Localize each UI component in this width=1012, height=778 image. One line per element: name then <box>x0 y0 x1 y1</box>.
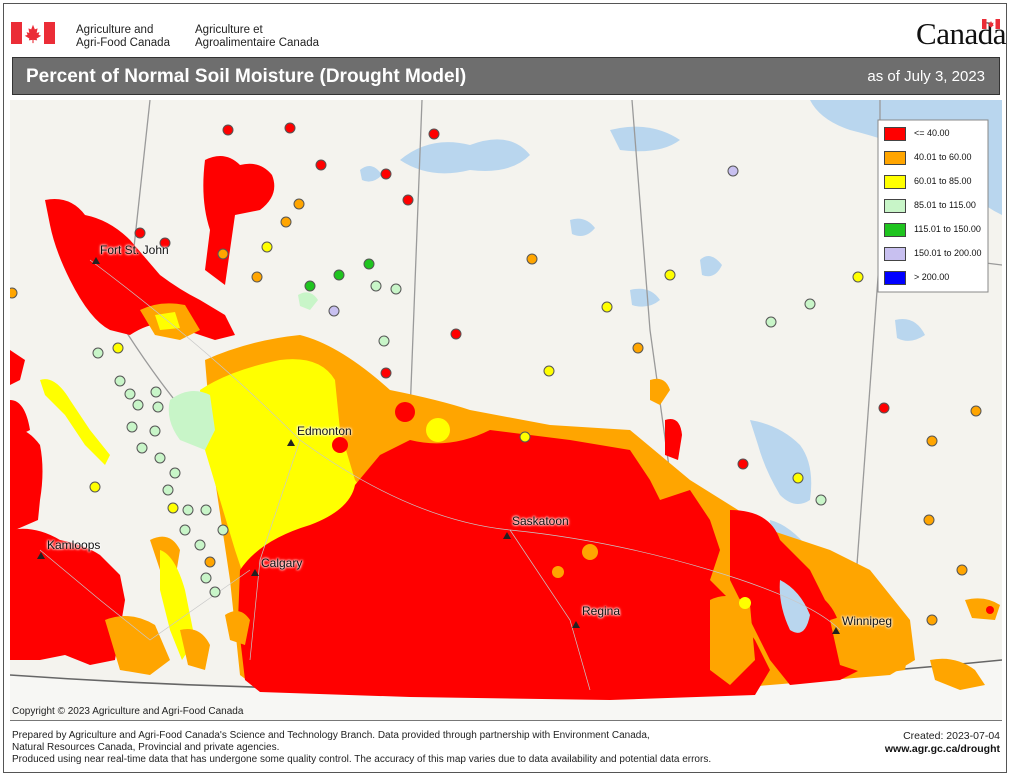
stations <box>10 122 982 626</box>
footer-line1: Prepared by Agriculture and Agri-Food Ca… <box>12 730 650 741</box>
footer-line2: Natural Resources Canada, Provincial and… <box>12 742 280 753</box>
soil-moisture-map <box>10 100 1002 720</box>
legend-label-1: <= 40.00 <box>914 128 950 138</box>
canada-wordmark: Canada <box>916 16 1006 51</box>
legend-swatch-2 <box>884 151 906 165</box>
city-label-calgary: Calgary <box>261 556 303 570</box>
wordmark-flag-icon <box>982 19 1000 29</box>
legend-label-7: > 200.00 <box>914 272 950 282</box>
source-url: www.agr.gc.ca/drought <box>884 743 1000 755</box>
city-label-kamloops: Kamloops <box>47 538 101 552</box>
city-label-fort-st-john: Fort St. John <box>100 243 169 257</box>
city-markers <box>37 257 840 634</box>
footer-line3: Produced using near real-time data that … <box>12 754 712 765</box>
canada-flag-icon <box>11 22 55 44</box>
legend-swatch-5 <box>884 223 906 237</box>
dept-fr-line1: Agriculture et <box>195 24 263 36</box>
title-bar: Percent of Normal Soil Moisture (Drought… <box>12 57 1000 95</box>
department-name-english: Agriculture and Agri-Food Canada <box>76 24 170 50</box>
footer-credits: Prepared by Agriculture and Agri-Food Ca… <box>12 730 711 766</box>
legend-swatch-6 <box>884 247 906 261</box>
city-label-winnipeg: Winnipeg <box>842 614 893 628</box>
dept-fr-line2: Agroalimentaire Canada <box>195 37 320 49</box>
legend-label-2: 40.01 to 60.00 <box>914 152 972 162</box>
city-label-saskatoon: Saskatoon <box>512 514 569 528</box>
map-date: as of July 3, 2023 <box>867 68 985 85</box>
created-date: Created: 2023-07-04 <box>903 730 1000 742</box>
legend-label-4: 85.01 to 115.00 <box>914 200 976 210</box>
map-area: <= 40.00 40.01 to 60.00 60.01 to 85.00 8… <box>10 100 1002 721</box>
legend-swatch-1 <box>884 127 906 141</box>
legend-label-6: 150.01 to 200.00 <box>914 248 982 258</box>
legend-swatch-3 <box>884 175 906 189</box>
city-label-regina: Regina <box>582 604 621 618</box>
legend-swatch-7 <box>884 271 906 285</box>
dept-en-line2: Agri-Food Canada <box>76 37 170 49</box>
legend-label-3: 60.01 to 85.00 <box>914 176 972 186</box>
legend-label-5: 115.01 to 150.00 <box>914 224 981 234</box>
roads <box>39 259 841 691</box>
department-name-french: Agriculture et Agroalimentaire Canada <box>195 24 319 50</box>
dept-en-line1: Agriculture and <box>76 24 154 36</box>
legend-swatch-4 <box>884 199 906 213</box>
copyright-text: Copyright © 2023 Agriculture and Agri-Fo… <box>12 706 244 717</box>
map-title: Percent of Normal Soil Moisture (Drought… <box>26 66 467 87</box>
city-label-edmonton: Edmonton <box>297 424 352 438</box>
